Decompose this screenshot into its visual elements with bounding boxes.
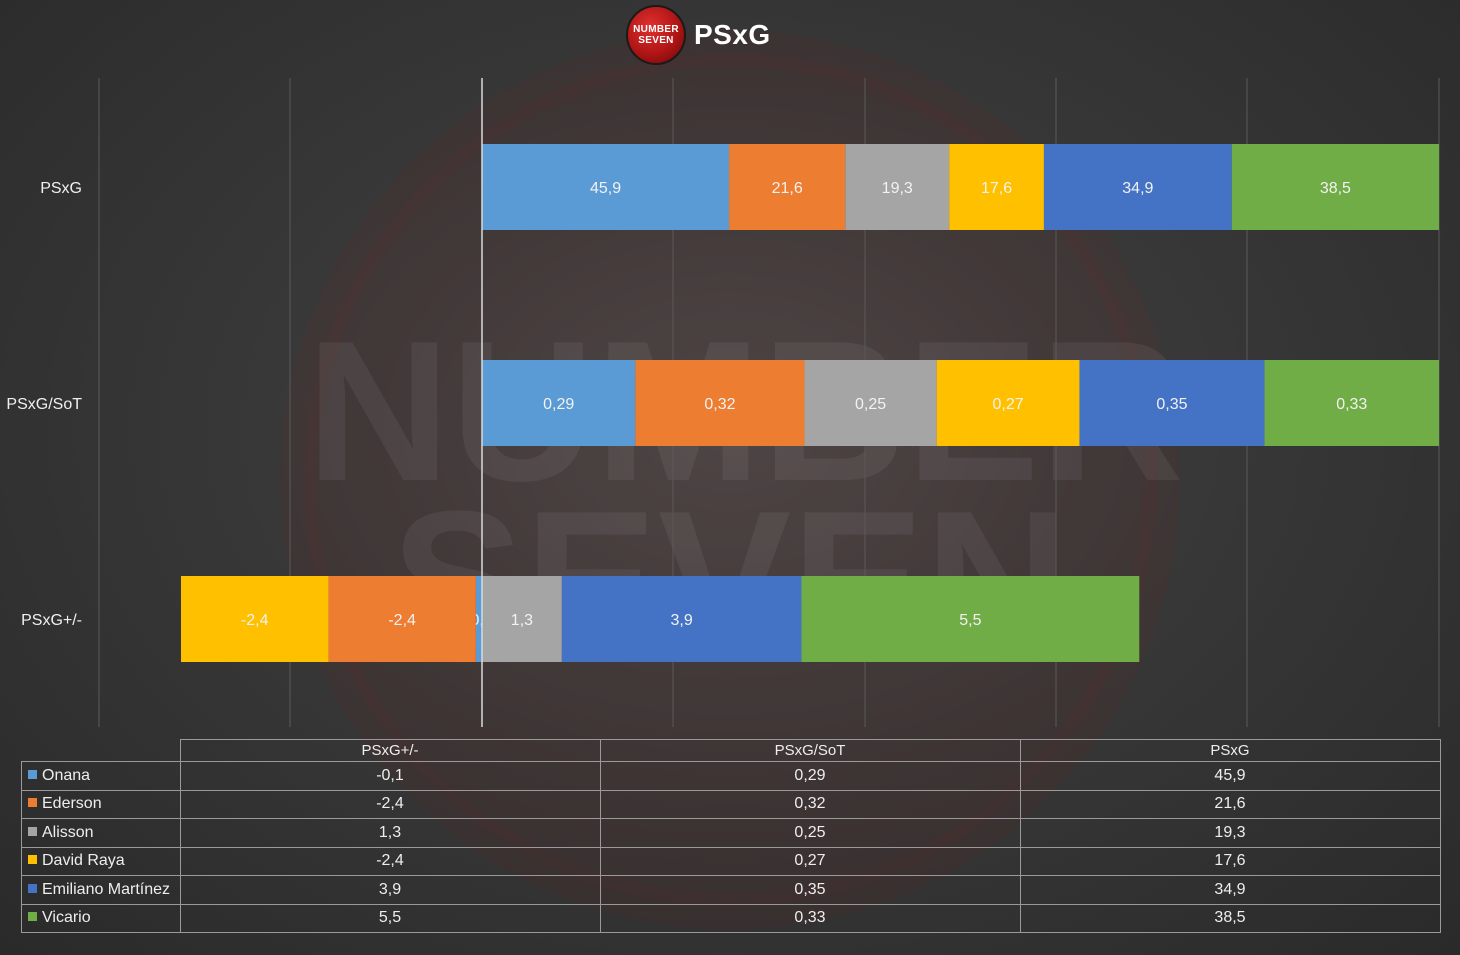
data-label: 45,9 <box>590 180 621 197</box>
table-cell: 17,6 <box>1019 846 1441 876</box>
bar-alisson-psxg <box>845 144 950 230</box>
data-label: -2,4 <box>241 612 269 629</box>
bar-david-raya-psxg <box>949 144 1044 230</box>
legend-label: Alisson <box>42 823 94 841</box>
table-col-header: PSxG+/- <box>179 739 601 762</box>
table-cell: 34,9 <box>1019 875 1441 905</box>
data-label: 17,6 <box>981 180 1012 197</box>
table-cell: -2,4 <box>179 789 601 819</box>
category-label: PSxG <box>40 180 82 197</box>
table-cell: 0,32 <box>599 789 1021 819</box>
table-cell: 0,35 <box>599 875 1021 905</box>
table-cell: 0,33 <box>599 903 1021 933</box>
bar-emiliano-martinez-psxg-sot <box>1079 360 1265 446</box>
legend-cell: David Raya <box>21 846 181 876</box>
table-row: David Raya -2,4 0,27 17,6 <box>21 846 1441 876</box>
data-label: 0,27 <box>993 396 1024 413</box>
data-label: 0,29 <box>543 396 574 413</box>
legend-label: Emiliano Martínez <box>42 880 171 898</box>
legend-cell: Alisson <box>21 818 181 848</box>
data-label: 34,9 <box>1122 180 1153 197</box>
legend-swatch <box>28 883 37 893</box>
table-cell: -2,4 <box>179 846 601 876</box>
table-col-header: PSxG <box>1019 739 1441 762</box>
data-label: 21,6 <box>772 180 803 197</box>
table-cell: 0,25 <box>599 818 1021 848</box>
legend-label: David Raya <box>42 852 125 870</box>
data-table: PSxG+/- PSxG/SoT PSxG Onana -0,1 0,29 45,9 E… <box>21 739 1441 933</box>
data-label: 38,5 <box>1320 180 1351 197</box>
table-col-header: PSxG/SoT <box>599 739 1021 762</box>
legend-label: Onana <box>42 766 91 784</box>
table-row: Emiliano Martínez 3,9 0,35 34,9 <box>21 875 1441 905</box>
number-seven-logo: NUMBER SEVEN <box>626 5 686 65</box>
bar-emiliano-martinez-psxg <box>1043 144 1232 230</box>
table-corner <box>21 739 181 762</box>
category-label: PSxG+/- <box>21 612 82 629</box>
data-label: 19,3 <box>882 180 913 197</box>
bar-emiliano-martinez-psxg <box>561 576 802 662</box>
table-cell: 0,27 <box>599 846 1021 876</box>
table-cell: 3,9 <box>179 875 601 905</box>
table-header-row: PSxG+/- PSxG/SoT PSxG <box>21 739 1441 762</box>
stacked-bar-chart: PSxG 45,9 21,6 19,3 17,6 34,9 38,5 PSxG/SoT 0,29… <box>6 78 1440 727</box>
legend-cell: Ederson <box>21 789 181 819</box>
table-row: Ederson -2,4 0,32 21,6 <box>21 789 1441 819</box>
legend-label: Ederson <box>42 795 102 813</box>
legend-cell: Vicario <box>21 903 181 933</box>
bar-ederson-psxg <box>729 144 846 230</box>
logo-line1: NUMBER <box>633 24 679 35</box>
bar-alisson-psxg-sot <box>804 360 937 446</box>
bar-onana-psxg <box>482 144 730 230</box>
bar-david-raya-psxg-sot <box>936 360 1080 446</box>
data-label: 0,33 <box>1336 396 1367 413</box>
legend-swatch <box>28 826 37 836</box>
data-label: 0,32 <box>704 396 735 413</box>
logo-line2: SEVEN <box>638 35 674 46</box>
table-cell: -0,1 <box>179 761 601 791</box>
legend-swatch <box>28 769 37 779</box>
data-label: -2,4 <box>388 612 416 629</box>
data-label: 0,25 <box>855 396 886 413</box>
data-label: 0,35 <box>1156 396 1187 413</box>
legend-swatch <box>28 912 37 922</box>
bar-vicario-psxg <box>801 576 1140 662</box>
chart-title: PSxG <box>694 19 771 50</box>
table-row: Onana -0,1 0,29 45,9 <box>21 761 1441 791</box>
legend-cell: Onana <box>21 761 181 791</box>
data-label: 1,3 <box>511 612 533 629</box>
table-cell: 38,5 <box>1019 903 1441 933</box>
table-row: Vicario 5,5 0,33 38,5 <box>21 903 1441 933</box>
data-label: 5,5 <box>959 612 981 629</box>
data-label: 3,9 <box>671 612 693 629</box>
bar-ederson-psxg-sot <box>635 360 805 446</box>
table-row: Alisson 1,3 0,25 19,3 <box>21 818 1441 848</box>
bar-ederson-psxg <box>328 576 476 662</box>
bar-onana-psxg-sot <box>482 360 636 446</box>
bar-vicario-psxg <box>1231 144 1439 230</box>
legend-swatch <box>28 855 37 865</box>
table-cell: 0,29 <box>599 761 1021 791</box>
bar-onana-psxg <box>475 576 482 662</box>
table-cell: 21,6 <box>1019 789 1441 819</box>
legend-label: Vicario <box>42 909 91 927</box>
bar-david-raya-psxg <box>181 576 329 662</box>
legend-swatch <box>28 798 37 808</box>
table-cell: 1,3 <box>179 818 601 848</box>
table-cell: 45,9 <box>1019 761 1441 791</box>
legend-cell: Emiliano Martínez <box>21 875 181 905</box>
table-cell: 19,3 <box>1019 818 1441 848</box>
bar-alisson-psxg <box>482 576 562 662</box>
table-cell: 5,5 <box>179 903 601 933</box>
bar-vicario-psxg-sot <box>1264 360 1439 446</box>
category-label: PSxG/SoT <box>6 396 82 413</box>
chart-header: NUMBER SEVEN PSxG <box>626 4 771 66</box>
